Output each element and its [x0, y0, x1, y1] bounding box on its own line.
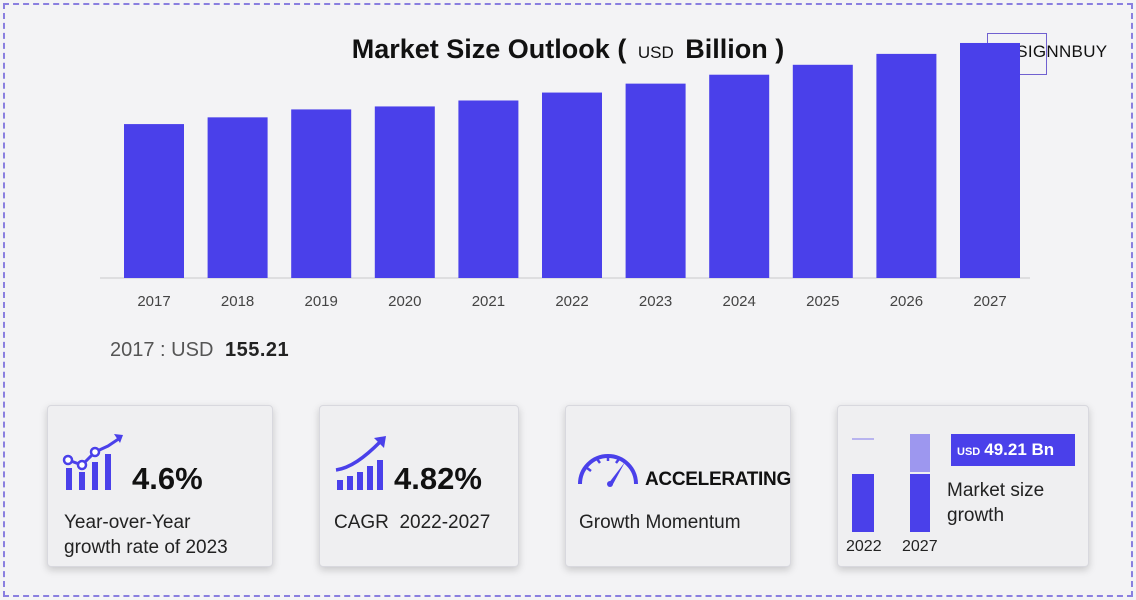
market-size-growth-label: Market size growth — [947, 478, 1044, 528]
mini-label-2027: 2027 — [902, 538, 938, 555]
growth-bars-icon — [62, 434, 123, 490]
mini-bar-2022 — [852, 438, 874, 532]
title-main: Market Size Outlook — [351, 34, 610, 64]
badge-currency: USD — [957, 446, 981, 458]
growth-badge: USD 49.21 Bn — [951, 434, 1075, 466]
x-tick-2020: 2020 — [388, 293, 421, 310]
x-tick-2019: 2019 — [305, 293, 338, 310]
baseline-value: 2017 : USD 155.21 — [110, 339, 289, 362]
title-tail: Billion — [685, 34, 768, 64]
x-tick-2022: 2022 — [555, 293, 588, 310]
yoy-label: Year-over-Year growth rate of 2023 — [64, 510, 228, 560]
bar-2017 — [124, 124, 184, 278]
bar-chart: 2017 2018 2019 2020 2021 2022 2023 2024 2025 2026… — [100, 42, 1030, 310]
logo-text: DESIGNNBUY — [992, 42, 1108, 61]
bar-2026 — [876, 53, 937, 279]
x-tick-2027: 2027 — [973, 293, 1006, 310]
x-tick-2024: 2024 — [723, 293, 756, 310]
momentum-label: Growth Momentum — [579, 512, 741, 533]
mini-bar-2027-light — [910, 434, 930, 472]
chart-title: Market Size Outlook ( USD Billion ) — [0, 34, 1136, 65]
card-market-size-growth: 2022 2027 USD 49.21 Bn Market size growth — [837, 405, 1089, 567]
baseline-label: 2017 : USD — [110, 339, 214, 361]
mini-bar-2027 — [910, 434, 930, 532]
momentum-value: ACCELERATING — [645, 469, 791, 490]
title-close-paren: ) — [775, 34, 785, 64]
speedometer-icon — [578, 454, 638, 487]
mini-bar-2027-fill — [910, 474, 930, 532]
bar-2018 — [207, 117, 268, 278]
market-size-label-line1: Market size — [947, 480, 1045, 501]
yoy-label-line1: Year-over-Year — [64, 512, 191, 533]
dashed-frame — [3, 3, 1133, 597]
cagr-value: 4.82% — [394, 461, 482, 496]
title-unit: USD — [637, 43, 674, 62]
bar-2022 — [542, 92, 602, 278]
x-tick-2026: 2026 — [890, 293, 923, 310]
badge-value: 49.21 Bn — [984, 440, 1055, 459]
bar-2024 — [709, 74, 770, 278]
x-tick-2018: 2018 — [221, 293, 254, 310]
cagr-label: CAGR 2022-2027 — [334, 512, 491, 533]
bar-2025 — [792, 64, 853, 279]
x-tick-2017: 2017 — [137, 293, 170, 310]
bar-2019 — [291, 109, 352, 279]
title-open-paren: ( — [617, 34, 627, 64]
card-cagr: 4.82% CAGR 2022-2027 — [319, 405, 519, 567]
card-momentum: ACCELERATING Growth Momentum — [565, 405, 791, 567]
baseline-amount: 155.21 — [224, 339, 290, 361]
mini-bar-2022-fill — [852, 474, 874, 532]
bar-2023 — [625, 83, 686, 278]
mini-label-2022: 2022 — [846, 538, 882, 555]
x-tick-2021: 2021 — [472, 293, 505, 310]
x-tick-2025: 2025 — [806, 293, 839, 310]
market-size-label-line2: growth — [947, 505, 1005, 526]
card-yoy-growth: 4.6% Year-over-Year growth rate of 2023 — [47, 405, 273, 567]
x-tick-2023: 2023 — [639, 293, 672, 310]
trend-up-icon — [335, 436, 386, 490]
yoy-value: 4.6% — [132, 461, 203, 496]
mini-bar-2022-track — [852, 438, 874, 485]
bar-2021 — [458, 100, 519, 278]
yoy-label-line2: growth rate of 2023 — [64, 537, 228, 558]
bar-2020 — [374, 106, 435, 278]
bar-2027 — [960, 42, 1020, 278]
